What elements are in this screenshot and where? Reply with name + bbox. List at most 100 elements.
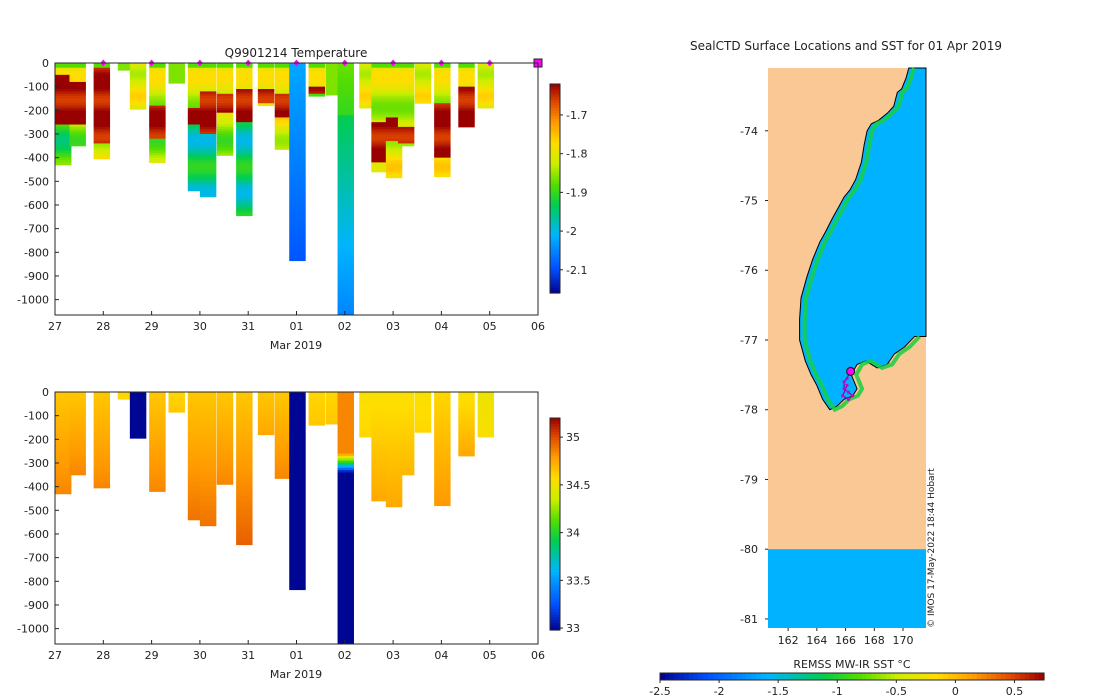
lat-tick-label: -77 bbox=[740, 334, 758, 347]
colorbar-segment bbox=[550, 214, 560, 218]
temperature-cell bbox=[149, 122, 166, 126]
salinity-cell bbox=[325, 420, 342, 424]
temperature-cell bbox=[274, 122, 292, 126]
temperature-cell bbox=[69, 141, 86, 144]
colorbar-segment bbox=[550, 198, 560, 203]
y-tick-label: -900 bbox=[24, 270, 49, 283]
temperature-cell bbox=[337, 195, 354, 199]
salinity-cell bbox=[187, 399, 205, 402]
salinity-cell bbox=[168, 394, 185, 398]
salinity-cell bbox=[359, 425, 376, 428]
salinity-cell bbox=[397, 446, 415, 450]
colorbar-segment bbox=[813, 673, 819, 680]
salinity-cell bbox=[199, 455, 217, 459]
temperature-cell bbox=[458, 119, 475, 123]
salinity-cell bbox=[216, 460, 234, 464]
temperature-cell bbox=[149, 67, 166, 71]
colorbar-segment bbox=[550, 243, 560, 247]
salinity-cell bbox=[149, 489, 166, 492]
salinity-cell bbox=[93, 451, 111, 455]
temperature-cell bbox=[236, 65, 253, 69]
temperature-cell bbox=[199, 110, 217, 114]
salinity-cell bbox=[93, 481, 111, 485]
colorbar-segment bbox=[780, 673, 786, 680]
salinity-cell bbox=[385, 458, 403, 462]
temperature-cell bbox=[199, 96, 217, 99]
salinity-cell bbox=[289, 574, 306, 578]
salinity-cell bbox=[199, 408, 217, 412]
salinity-cell bbox=[55, 392, 72, 395]
colorbar-segment bbox=[837, 673, 843, 680]
temperature-cell bbox=[397, 136, 415, 140]
salinity-cell bbox=[337, 441, 354, 445]
salinity-cell bbox=[199, 394, 217, 398]
salinity-cell bbox=[236, 493, 253, 497]
salinity-cell bbox=[289, 543, 306, 547]
temperature-cell bbox=[236, 188, 253, 192]
colorbar-segment bbox=[856, 673, 863, 680]
salinity-cell bbox=[274, 413, 292, 417]
seal-track-point bbox=[842, 380, 846, 384]
temperature-cell bbox=[236, 150, 253, 154]
temperature-cell bbox=[216, 93, 234, 97]
salinity-cell bbox=[385, 500, 403, 504]
colorbar-segment bbox=[550, 162, 560, 166]
temperature-cell bbox=[289, 112, 306, 116]
colorbar-segment bbox=[900, 673, 906, 680]
temperature-cell bbox=[359, 84, 376, 88]
temperature-cell bbox=[168, 70, 185, 73]
temperature-cell bbox=[199, 141, 217, 144]
salinity-cell bbox=[337, 486, 354, 490]
temperature-cell bbox=[274, 107, 292, 111]
temperature-cell bbox=[236, 138, 253, 142]
temperature-cell bbox=[199, 74, 217, 78]
salinity-cell bbox=[385, 432, 403, 436]
salinity-cell bbox=[149, 465, 166, 469]
temperature-cell bbox=[385, 122, 403, 126]
salinity-cell bbox=[55, 458, 72, 462]
temperature-cell bbox=[371, 89, 388, 92]
temperature-cell bbox=[187, 129, 205, 133]
salinity-cell bbox=[289, 406, 306, 410]
salinity-cell bbox=[55, 460, 72, 464]
salinity-cell bbox=[458, 420, 475, 424]
temperature-cell bbox=[274, 70, 292, 73]
temperature-cell bbox=[199, 157, 217, 161]
temperature-cell bbox=[55, 91, 72, 95]
temperature-cell bbox=[458, 117, 475, 121]
salinity-cell bbox=[149, 403, 166, 407]
map-title: SealCTD Surface Locations and SST for 01… bbox=[690, 39, 1002, 53]
salinity-cell bbox=[236, 408, 253, 412]
temperature-cell bbox=[149, 126, 166, 130]
temperature-cell bbox=[236, 214, 253, 217]
colorbar-segment bbox=[550, 259, 560, 263]
temperature-cell bbox=[371, 84, 388, 88]
salinity-cell bbox=[236, 392, 253, 395]
temperature-cell bbox=[289, 252, 306, 256]
salinity-cell bbox=[458, 427, 475, 431]
temperature-cell bbox=[397, 117, 415, 121]
colorbar-segment bbox=[550, 227, 560, 231]
temperature-cell bbox=[458, 115, 475, 118]
salinity-cell bbox=[289, 503, 306, 507]
salinity-cell bbox=[337, 507, 354, 511]
temperature-cell bbox=[274, 65, 292, 69]
temperature-cell bbox=[55, 77, 72, 81]
temperature-cell bbox=[289, 96, 306, 99]
temperature-cell bbox=[274, 100, 292, 104]
salinity-cell bbox=[289, 401, 306, 405]
temperature-cell bbox=[385, 119, 403, 123]
salinity-cell bbox=[69, 410, 86, 414]
temperature-cell bbox=[187, 162, 205, 166]
colorbar-segment bbox=[904, 673, 911, 680]
salinity-cell bbox=[289, 552, 306, 556]
salinity-cell bbox=[289, 498, 306, 502]
salinity-cell bbox=[397, 413, 415, 417]
temperature-cell bbox=[199, 188, 217, 192]
temperature-cell bbox=[414, 96, 432, 99]
temperature-cell bbox=[69, 79, 86, 83]
salinity-cell bbox=[69, 455, 86, 459]
temperature-cell bbox=[93, 81, 111, 85]
salinity-cell bbox=[371, 432, 388, 436]
temperature-cell bbox=[289, 110, 306, 114]
